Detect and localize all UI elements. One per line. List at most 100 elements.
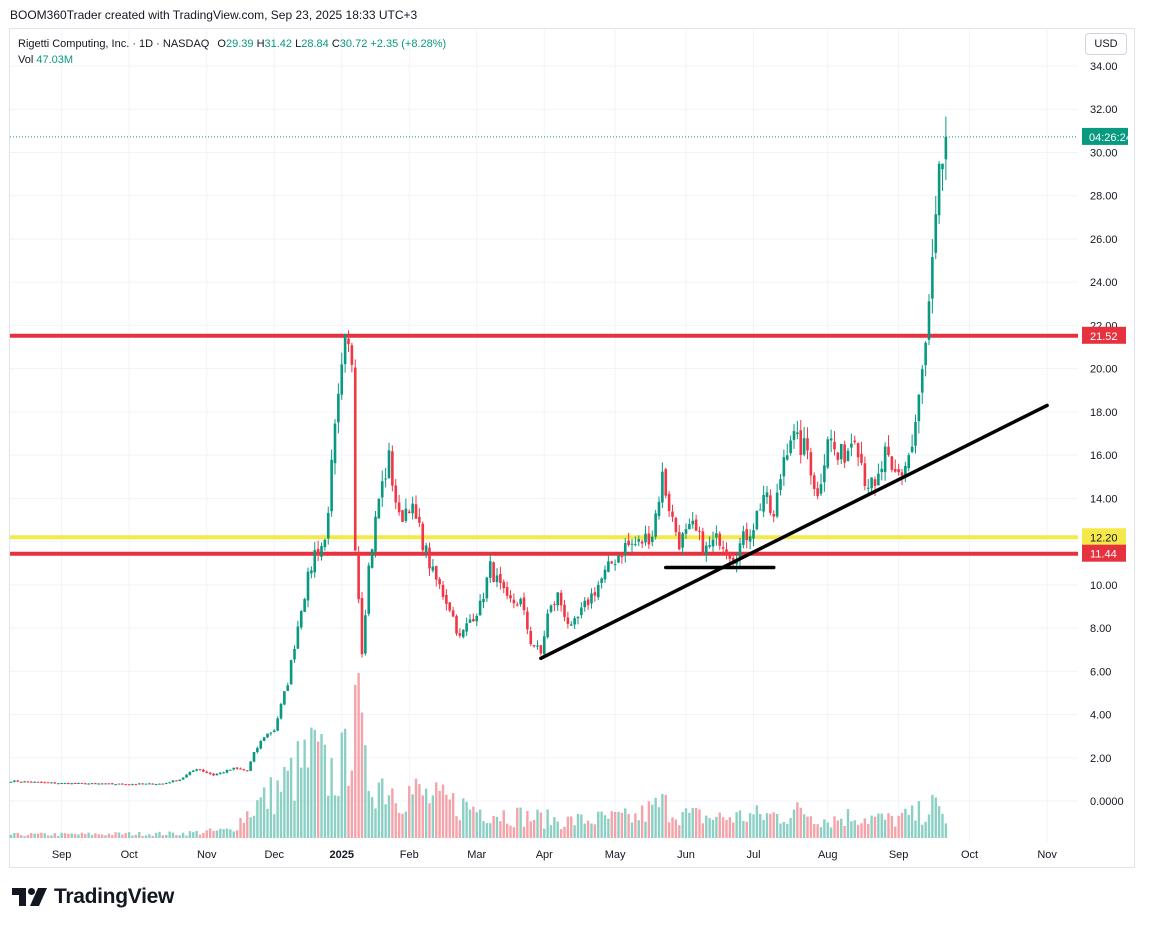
volume-bar (705, 815, 708, 838)
price-tick-label: 30.00 (1090, 147, 1118, 159)
currency-button[interactable]: USD (1085, 33, 1127, 55)
price-tick-label: 16.00 (1090, 450, 1118, 462)
volume-bar (833, 816, 836, 838)
candle-body (26, 781, 30, 783)
candle-body (73, 783, 77, 785)
candle-body (249, 761, 252, 771)
candle-body (431, 566, 435, 571)
volume-bar (559, 829, 563, 838)
candle-body (428, 547, 431, 569)
candle-body (218, 772, 222, 774)
candle-body (927, 301, 931, 340)
volume-label: Vol (18, 54, 34, 66)
candle-body (468, 619, 472, 623)
volume-bar (718, 812, 721, 838)
candle-body (583, 600, 587, 608)
volume-bar (843, 826, 846, 838)
volume-bar (175, 835, 178, 838)
volume-bar (435, 782, 438, 838)
volume-bar (796, 802, 799, 838)
candle-body (380, 481, 384, 498)
volume-bar (60, 832, 63, 838)
volume-bars (9, 673, 948, 838)
volume-bar (667, 822, 671, 838)
volume-bar (77, 834, 80, 838)
volume-bar (198, 834, 202, 838)
candle-body (202, 769, 205, 772)
candle-body (411, 503, 414, 514)
volume-bar (306, 767, 310, 838)
volume-bar (475, 812, 478, 838)
candle-body (33, 781, 36, 783)
candle-body (522, 597, 526, 611)
candle-body (104, 783, 107, 785)
volume-bar (414, 778, 418, 838)
volume-bar (418, 784, 421, 838)
candle-body (728, 552, 732, 559)
price-tick-label: 34.00 (1090, 61, 1118, 73)
volume-bar (40, 832, 43, 838)
volume-bar (853, 820, 856, 838)
candle-body (478, 600, 482, 616)
volume-bar (381, 778, 384, 838)
candle-body (421, 523, 425, 551)
low-label: L (295, 38, 302, 50)
volume-bar (57, 835, 60, 838)
candle-body (617, 555, 620, 563)
candle-body (738, 543, 742, 560)
horizontal-levels (10, 136, 1078, 556)
volume-bar (111, 835, 114, 838)
volume-bar (495, 816, 499, 838)
candle-body (937, 163, 941, 216)
volume-bar (708, 818, 711, 838)
candle-body (441, 584, 445, 597)
volume-bar (374, 808, 377, 838)
candle-body (9, 781, 13, 783)
candle-body (13, 780, 16, 782)
time-axis: Sep Oct Nov Dec 2025 Feb Mar Apr May Jun Jul Aug Sep… (52, 849, 1058, 861)
symbol-title[interactable]: Rigetti Computing, Inc. · 1D · NASDAQ (18, 38, 210, 50)
candle-body (367, 565, 371, 614)
volume-bar (208, 828, 212, 838)
volume-bar (620, 812, 624, 838)
volume-bar (755, 805, 759, 838)
candle-body (43, 782, 47, 784)
volume-bar (762, 819, 765, 838)
volume-bar (185, 835, 188, 838)
volume-bar (745, 821, 748, 838)
volume-bar (161, 835, 165, 838)
high-label: H (256, 38, 265, 50)
candle-body (708, 545, 711, 547)
volume-bar (489, 823, 492, 838)
candle-body (640, 541, 644, 544)
volume-bar (725, 819, 728, 838)
volume-bar (151, 835, 154, 838)
candle-body (438, 578, 441, 585)
volume-bar (462, 798, 465, 838)
level-label: 12.20 (1090, 532, 1118, 544)
candle-body (694, 519, 698, 531)
candle-body (384, 478, 387, 480)
candle-body (883, 446, 887, 473)
volume-bar (937, 806, 941, 838)
volume-bar (323, 744, 327, 838)
candle-body (529, 631, 533, 644)
candle-body (532, 644, 536, 647)
candle-body (586, 599, 590, 606)
candle-body (681, 533, 684, 548)
candle-body (775, 492, 779, 517)
candle-body (445, 594, 448, 604)
volume-bar (593, 824, 597, 838)
volume-bar (941, 813, 944, 838)
volume-bar (73, 834, 77, 838)
volume-bar (522, 826, 526, 838)
tradingview-logo-icon (12, 888, 47, 906)
volume-bar (441, 784, 445, 838)
volume-bar (445, 794, 448, 838)
volume-bar (549, 825, 553, 838)
volume-bar (458, 820, 462, 838)
volume-bar (269, 777, 273, 838)
candle-body (549, 605, 553, 612)
volume-bar (90, 835, 94, 838)
